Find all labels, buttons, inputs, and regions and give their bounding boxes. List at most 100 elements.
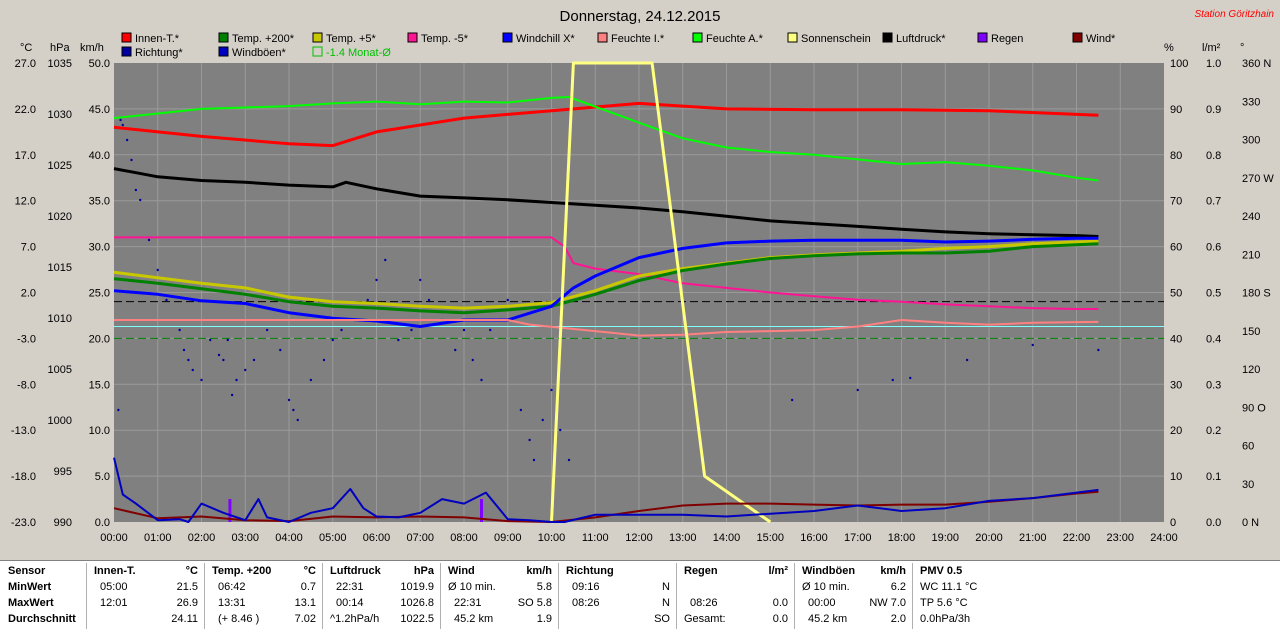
legend-label: Richtung* (135, 47, 183, 59)
weather-chart: Donnerstag, 24.12.2015 Station Göritzhai… (10, 8, 1275, 544)
direction-point (528, 438, 531, 442)
stats-wind-title: Wind (448, 565, 475, 577)
legend-swatch (218, 46, 229, 57)
temp-tick-label: -13.0 (11, 425, 36, 437)
stats-pmv-pressure-trend: 0.0hPa/3h (920, 613, 971, 625)
wind-tick-label: 0.0 (95, 517, 110, 529)
direction-point (292, 408, 295, 412)
legend-label: Windchill X* (516, 33, 575, 45)
stats-innen-col: Innen-T. °C 05:00 21.5 12:01 26.9 24.11 (90, 563, 205, 629)
percent-tick-label: 20 (1170, 425, 1182, 437)
stats-min-label: MinWert (8, 581, 52, 593)
stats-pmv-col: PMV 0.5 WC 11.1 °C TP 5.6 °C 0.0hPa/3h (916, 563, 1036, 629)
unit-rain: l/m² (1202, 42, 1221, 54)
x-tick-label: 02:00 (188, 532, 216, 544)
percent-tick-label: 40 (1170, 333, 1182, 345)
direction-point (265, 328, 269, 332)
direction-tick-label: 360 N (1242, 58, 1271, 70)
direction-tick-label: 210 (1242, 249, 1260, 261)
stats-druck-trend: ^1.2hPa/h (330, 613, 380, 625)
direction-point (200, 378, 203, 382)
temp-tick-label: 27.0 (15, 58, 36, 70)
wind-tick-label: 15.0 (89, 379, 110, 391)
rain-tick-label: 0.0 (1206, 517, 1221, 529)
direction-point (209, 338, 212, 342)
legend-swatch (882, 32, 893, 43)
stats-pmv-windchill: WC 11.1 °C (920, 581, 978, 593)
chart-title: Donnerstag, 24.12.2015 (560, 8, 721, 25)
direction-point (489, 328, 492, 332)
stats-wind-max-time: 22:31 (454, 597, 482, 609)
station-name: Station Göritzhain (1195, 9, 1275, 20)
x-tick-label: 14:00 (713, 532, 741, 544)
wind-tick-label: 50.0 (89, 58, 110, 70)
series-line (550, 61, 772, 524)
wind-tick-label: 5.0 (95, 471, 110, 483)
x-tick-label: 24:00 (1150, 532, 1178, 544)
stats-temp200-diff: (+ 8.46 ) (218, 613, 260, 625)
direction-point (296, 418, 299, 422)
direction-point (375, 278, 378, 282)
direction-point (519, 408, 523, 412)
x-tick-label: 15:00 (756, 532, 784, 544)
direction-point (471, 358, 474, 362)
rain-tick-label: 0.7 (1206, 196, 1221, 208)
rain-bar (480, 499, 483, 522)
x-tick-label: 19:00 (931, 532, 959, 544)
stats-innen-title: Innen-T. (94, 565, 136, 577)
legend-label: Temp. +5* (326, 33, 377, 45)
statistics-panel: Sensor MinWert MaxWert Durchschnitt Inne… (0, 560, 1280, 632)
legend-label: Windböen* (232, 47, 287, 59)
unit-temp: °C (20, 42, 32, 54)
stats-richtung-col: Richtung 09:16 N 08:26 N SO (562, 563, 677, 629)
stats-druck-max-time: 00:14 (336, 597, 364, 609)
unit-direction: ° (1240, 42, 1244, 54)
x-tick-label: 13:00 (669, 532, 697, 544)
unit-percent: % (1164, 42, 1174, 54)
direction-point (1097, 348, 1100, 352)
stats-richtung-avg-value: SO (654, 613, 670, 625)
direction-point (119, 118, 122, 122)
direction-point (182, 348, 186, 352)
x-tick-label: 05:00 (319, 532, 347, 544)
direction-point (567, 458, 571, 462)
direction-tick-label: 0 N (1242, 517, 1259, 529)
series-line (113, 236, 1099, 328)
stats-temp200-max-value: 13.1 (294, 597, 316, 609)
direction-point (331, 338, 334, 342)
legend-swatch (312, 46, 323, 57)
direction-point (410, 328, 413, 332)
stats-richtung-max-time: 08:26 (572, 597, 600, 609)
stats-avg-label: Durchschnitt (8, 613, 76, 625)
direction-point (117, 408, 120, 412)
temp-tick-label: -3.0 (17, 333, 36, 345)
pressure-tick-label: 1030 (48, 109, 72, 121)
pressure-tick-label: 1035 (48, 58, 72, 70)
legend-label: Wind* (1086, 33, 1116, 45)
stats-boeen-title: Windböen (802, 565, 856, 577)
x-tick-label: 01:00 (144, 532, 172, 544)
legend-swatch (312, 32, 323, 43)
stats-temp200-col: Temp. +200 °C 06:42 0.7 13:31 13.1 (+ 8.46 … (208, 563, 323, 629)
stats-boeen-unit: km/h (880, 565, 906, 577)
series-line (114, 236, 1099, 310)
stats-boeen-mean: 2.0 (890, 613, 906, 625)
stats-richtung-min-time: 09:16 (572, 581, 600, 593)
stats-temp200-max-time: 13:31 (218, 597, 246, 609)
wind-tick-label: 25.0 (89, 288, 110, 300)
direction-point (965, 358, 969, 362)
direction-point (541, 418, 544, 422)
direction-point (222, 358, 225, 362)
stats-wind-avg-value: 5.8 (536, 581, 552, 593)
series-line (113, 239, 1099, 310)
direction-point (340, 328, 343, 332)
wind-tick-label: 20.0 (89, 333, 110, 345)
rain-tick-label: 0.2 (1206, 425, 1221, 437)
direction-point (244, 368, 247, 372)
direction-point (165, 298, 168, 302)
direction-point (252, 358, 256, 362)
direction-point (134, 188, 138, 192)
stats-boeen-col: Windböen km/h Ø 10 min. 6.2 00:00 NW 7.0 45… (798, 563, 913, 629)
direction-tick-label: 180 S (1242, 288, 1271, 300)
percent-tick-label: 80 (1170, 150, 1182, 162)
